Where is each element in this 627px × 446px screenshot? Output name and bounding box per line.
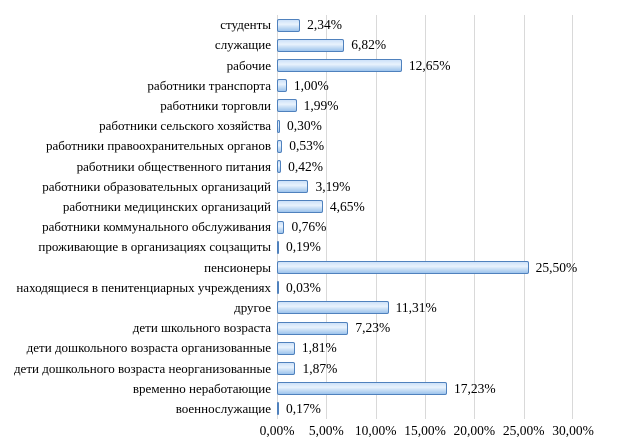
- bar: [277, 220, 285, 234]
- gridline: [326, 15, 328, 419]
- bar: [277, 200, 323, 214]
- category-label: служащие: [214, 37, 271, 53]
- x-tick-label: 25,00%: [502, 423, 545, 438]
- x-tick-label: 20,00%: [453, 423, 496, 438]
- value-label: 25,50%: [535, 259, 578, 275]
- bar: [277, 321, 349, 335]
- value-label: 17,23%: [454, 380, 496, 396]
- bar: [277, 301, 389, 315]
- category-label: работники коммунального обслуживания: [42, 219, 271, 235]
- gridline: [523, 15, 525, 419]
- value-label: 4,65%: [329, 198, 365, 214]
- category-label: работники медицинских организаций: [62, 198, 271, 214]
- bar: [277, 382, 447, 396]
- value-label: 1,87%: [302, 360, 338, 376]
- category-label: работники общественного питания: [76, 158, 271, 174]
- x-tick-label: 30,00%: [552, 423, 594, 438]
- gridline: [572, 15, 573, 419]
- bar: [277, 362, 296, 375]
- category-label: пенсионеры: [204, 259, 271, 275]
- category-label: работники образовательных организаций: [42, 178, 271, 194]
- x-tick-label: 0,00%: [259, 423, 295, 438]
- bar: [277, 240, 279, 254]
- bar: [277, 139, 283, 153]
- value-label: 11,31%: [395, 299, 437, 315]
- value-label: 0,19%: [286, 239, 321, 255]
- plot-area: 2,34% 6,82% 12,65% 1,00% 1,99% 0,30% 0,53% 0,42…: [277, 15, 577, 419]
- value-label: 0,76%: [291, 219, 327, 235]
- value-label: 2,34%: [307, 17, 342, 33]
- x-tick-label: 5,00%: [308, 423, 344, 438]
- value-label: 3,19%: [315, 178, 351, 194]
- category-label: находящиеся в пенитенциарных учреждениях: [16, 279, 271, 295]
- value-label: 0,42%: [288, 158, 324, 174]
- category-label: рабочие: [226, 57, 271, 73]
- x-tick-label: 10,00%: [354, 423, 397, 438]
- bar: [277, 119, 280, 133]
- value-label: 0,17%: [286, 400, 321, 416]
- gridline: [425, 15, 426, 419]
- value-label: 1,00%: [293, 77, 329, 93]
- bar: [277, 341, 295, 355]
- bar: [277, 180, 309, 194]
- bar: [277, 38, 345, 52]
- category-label: временно неработающие: [132, 380, 271, 396]
- bar: [277, 402, 279, 416]
- value-label: 1,99%: [303, 97, 339, 113]
- value-label: 0,03%: [286, 279, 321, 295]
- bar: [277, 160, 282, 173]
- category-label: дети школьного возраста: [132, 320, 271, 336]
- category-label: студенты: [220, 17, 271, 33]
- bar: [277, 281, 279, 295]
- category-label: проживающие в организациях соцзащиты: [38, 239, 271, 255]
- category-label: работники правоохранительных органов: [46, 138, 271, 154]
- category-label: другое: [234, 299, 271, 315]
- x-tick-label: 15,00%: [404, 423, 446, 438]
- gridline: [474, 15, 476, 419]
- bar: [277, 99, 297, 113]
- value-label: 0,30%: [286, 118, 322, 134]
- category-label: военнослужащие: [175, 400, 271, 416]
- value-label: 6,82%: [351, 37, 387, 53]
- value-label: 7,23%: [355, 320, 391, 336]
- gridline: [375, 15, 377, 419]
- bar: [277, 261, 529, 274]
- bar: [277, 79, 287, 93]
- category-label: дети дошкольного возраста неорганизованн…: [13, 360, 271, 376]
- bar: [277, 18, 301, 32]
- category-label: работники транспорта: [147, 77, 271, 93]
- value-label: 12,65%: [408, 57, 451, 73]
- bar: [277, 59, 402, 72]
- category-label: работники сельского хозяйства: [99, 118, 271, 134]
- category-label: работники торговли: [160, 97, 271, 113]
- value-label: 1,81%: [301, 340, 337, 356]
- gridline: [277, 15, 278, 419]
- category-label: дети дошкольного возраста организованные: [26, 340, 271, 356]
- value-label: 0,53%: [289, 138, 325, 154]
